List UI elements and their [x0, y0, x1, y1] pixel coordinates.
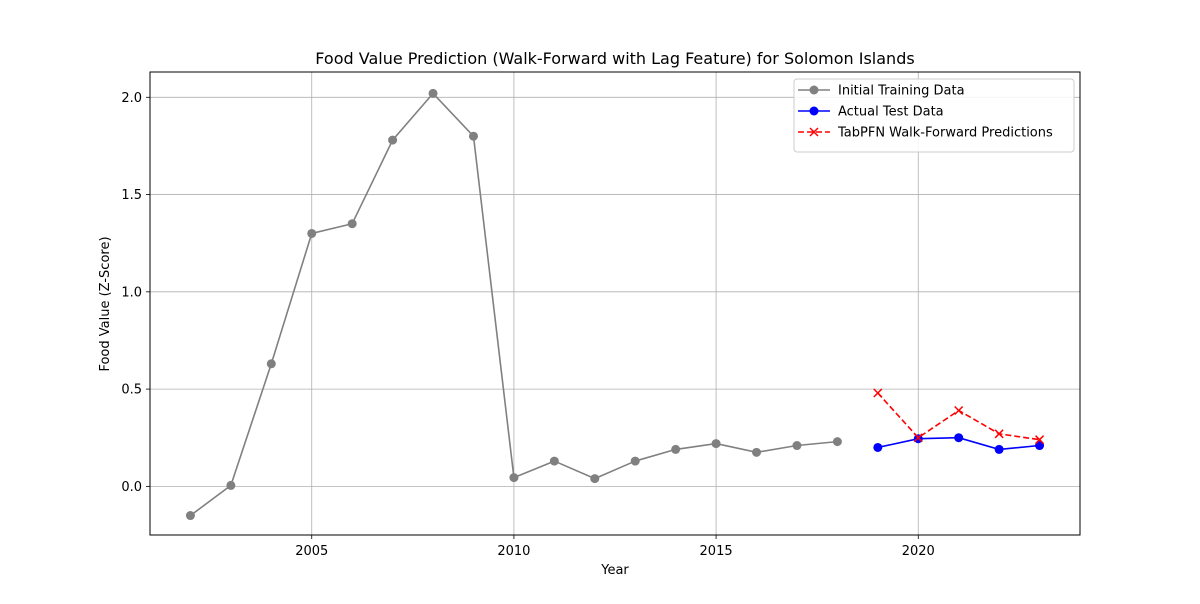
series-0-point: [590, 474, 600, 484]
legend-2-x-marker: [809, 127, 819, 137]
series-0-point: [832, 437, 842, 447]
x-tick-label: 2010: [497, 544, 530, 559]
series-2: [873, 388, 1045, 445]
y-tick-label: 1.0: [121, 285, 142, 300]
y-tick-label: 0.5: [121, 383, 142, 398]
x-axis-label: Year: [600, 563, 629, 578]
series-1-point: [954, 433, 964, 443]
legend-item-2: TabPFN Walk-Forward Predictions: [798, 126, 1053, 141]
y-tick-label: 1.5: [121, 188, 142, 203]
series-0-point: [347, 219, 357, 229]
series-2-line: [877, 392, 1040, 441]
series-2-x-marker: [1035, 435, 1045, 445]
legend-item-1: Actual Test Data: [798, 105, 944, 120]
series-0-point: [509, 473, 519, 483]
series-0-point: [630, 456, 640, 466]
x-tick-label: 2015: [700, 544, 733, 559]
series-0: [185, 88, 842, 521]
legend-1-point: [809, 106, 819, 116]
series-2-x-marker: [873, 388, 883, 398]
series-1-point: [994, 444, 1004, 454]
axis-ticks: 2005 2010 2015 2020 0.0 0.5 1.0 1.5 2.0: [121, 91, 934, 559]
series-0-point: [549, 456, 559, 466]
series-1-point: [873, 442, 883, 452]
legend-item-0: Initial Training Data: [798, 84, 965, 99]
series-lines: [185, 88, 1045, 521]
series-0-point: [671, 444, 681, 454]
plot-frame: [149, 71, 1081, 536]
legend-box: [793, 78, 1075, 153]
y-tick-label: 2.0: [121, 91, 142, 106]
series-0-point: [792, 441, 802, 451]
legend: Initial Training Data Actual Test Data Tab…: [793, 78, 1075, 153]
series-2-x-marker: [913, 433, 923, 443]
series-0-point: [226, 480, 236, 490]
x-tick-label: 2020: [902, 544, 935, 559]
legend-label: Actual Test Data: [838, 105, 944, 120]
legend-label: Initial Training Data: [838, 84, 965, 99]
series-2-x-marker: [954, 405, 964, 416]
legend-label: TabPFN Walk-Forward Predictions: [837, 126, 1053, 141]
series-0-point: [752, 447, 762, 457]
y-tick-label: 0.0: [121, 480, 142, 495]
series-0-point: [711, 439, 721, 449]
series-0-point: [266, 359, 276, 369]
series-1-point: [1035, 441, 1045, 451]
series-0-point: [388, 135, 398, 145]
y-axis-label: Food Value (Z-Score): [98, 236, 113, 371]
series-2-x-marker: [994, 429, 1004, 439]
series-0-point: [428, 88, 438, 98]
series-0-point: [307, 228, 317, 238]
legend-0-point: [809, 85, 819, 95]
x-tick-label: 2005: [295, 544, 328, 559]
chart-title: Food Value Prediction (Walk-Forward with…: [315, 49, 914, 68]
series-0-point: [185, 511, 195, 521]
series-0-point: [468, 131, 478, 141]
